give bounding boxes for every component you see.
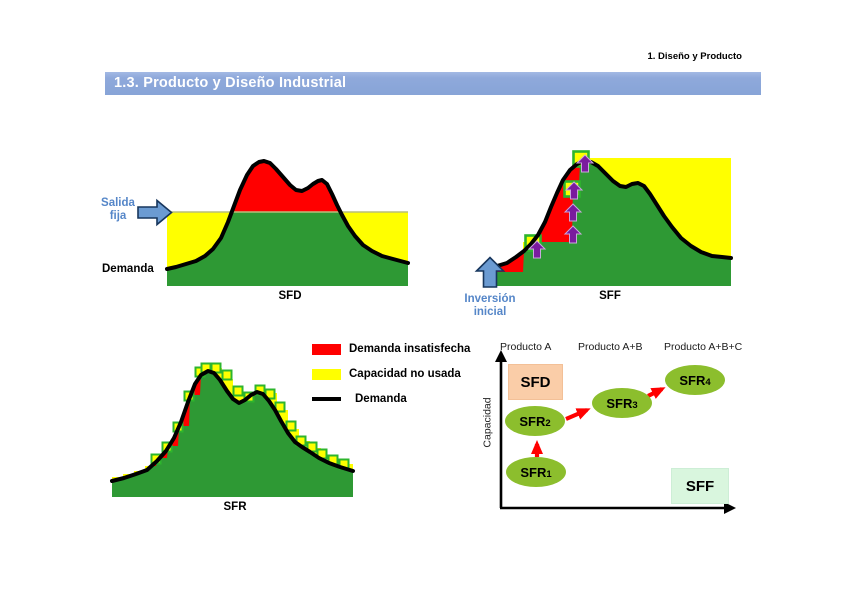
node-sfr1-label: SFR xyxy=(520,464,547,480)
fixed-output-note-line2: fija xyxy=(109,209,127,222)
initial-investment-note-line2: inicial xyxy=(473,305,507,318)
unmet-demand-label: Demanda insatisfecha xyxy=(349,343,471,355)
unused-capacity-swatch xyxy=(312,368,341,380)
node-sfr4: SFR 4 xyxy=(665,365,725,395)
page-title: 1.3. Producto y Diseño Industrial xyxy=(105,72,761,95)
sfd-chart-label: SFD xyxy=(278,290,302,302)
chart-sfd xyxy=(165,159,410,286)
sfr-satisfied-demand-area xyxy=(112,372,353,497)
column-label-producto-a: Producto A xyxy=(500,341,552,353)
fixed-output-arrow-icon xyxy=(137,198,173,227)
column-label-producto-ab: Producto A+B xyxy=(578,341,643,353)
legend-item-unmet-demand: Demanda insatisfecha xyxy=(312,343,470,355)
arrow-sfr2-to-sfr3-icon xyxy=(565,408,591,421)
sff-capacity-expansion-arrow-4-icon xyxy=(564,181,584,200)
unmet-demand-swatch xyxy=(312,343,341,355)
node-sfr1: SFR 1 xyxy=(506,457,566,487)
demand-line-swatch xyxy=(312,397,341,401)
sff-capacity-expansion-arrow-1-icon xyxy=(527,240,547,259)
legend-item-unused-capacity: Capacidad no usada xyxy=(312,368,470,380)
initial-investment-note-line1: Inversión xyxy=(464,293,516,305)
sfd-demand-curve xyxy=(165,159,410,271)
arrow-sfr3-to-sfr4-icon xyxy=(647,387,666,399)
initial-investment-note: Inversión inicial xyxy=(455,293,525,319)
sff-capacity-expansion-arrow-5-icon xyxy=(575,154,595,173)
capacity-axis-label: Capacidad xyxy=(481,397,494,448)
sff-capacity-expansion-arrow-2-icon xyxy=(563,225,583,244)
y-axis-arrowhead-icon xyxy=(495,350,507,362)
sfr-chart-label: SFR xyxy=(223,501,247,513)
matrix-axes xyxy=(495,350,736,514)
sfd-strategy-box: SFD xyxy=(508,364,563,400)
fixed-output-note-line1: Salida xyxy=(101,197,135,209)
legend-item-demand: Demanda xyxy=(312,393,470,405)
sfr-capacity-step-marker-13-icon xyxy=(274,401,286,413)
breadcrumb: 1. Diseño y Producto xyxy=(647,51,743,62)
node-sfr2-label: SFR xyxy=(519,413,546,429)
sff-strategy-box-label: SFF xyxy=(685,477,715,495)
initial-investment-arrow-icon xyxy=(474,256,506,288)
sfr-capacity-step-marker-9-icon xyxy=(232,385,244,397)
sff-chart-label: SFF xyxy=(599,290,621,302)
sfd-satisfied-demand-area xyxy=(167,212,408,286)
node-sfr3-label: SFR xyxy=(606,395,633,411)
capacity-charts xyxy=(110,150,733,497)
sfr-progression-arrows xyxy=(531,387,666,457)
sfr-demand-curve xyxy=(110,369,355,483)
sfr-capacity-step-marker-14-icon xyxy=(285,420,297,432)
node-sfr2: SFR 2 xyxy=(505,406,565,436)
demand-axis-label: Demanda xyxy=(102,263,154,275)
node-sfr3: SFR 3 xyxy=(592,388,652,418)
node-sfr4-label: SFR xyxy=(679,372,706,388)
chart-sfr xyxy=(110,362,355,497)
sff-strategy-box: SFF xyxy=(671,468,729,504)
legend: Demanda insatisfecha Capacidad no usada … xyxy=(312,343,470,418)
sff-capacity-expansion-arrow-3-icon xyxy=(563,203,583,222)
sfd-strategy-box-label: SFD xyxy=(520,373,551,391)
column-label-producto-abc: Producto A+B+C xyxy=(664,341,743,353)
demand-label: Demanda xyxy=(355,393,407,405)
chart-sff xyxy=(485,150,733,286)
sff-satisfied-demand-area xyxy=(487,161,731,286)
sff-demand-curve xyxy=(485,159,733,271)
unused-capacity-label: Capacidad no usada xyxy=(349,368,461,380)
x-axis-arrowhead-icon xyxy=(724,502,736,514)
sfr-capacity-step-marker-8-icon xyxy=(221,369,233,381)
fixed-output-note: Salida fija xyxy=(96,197,140,223)
